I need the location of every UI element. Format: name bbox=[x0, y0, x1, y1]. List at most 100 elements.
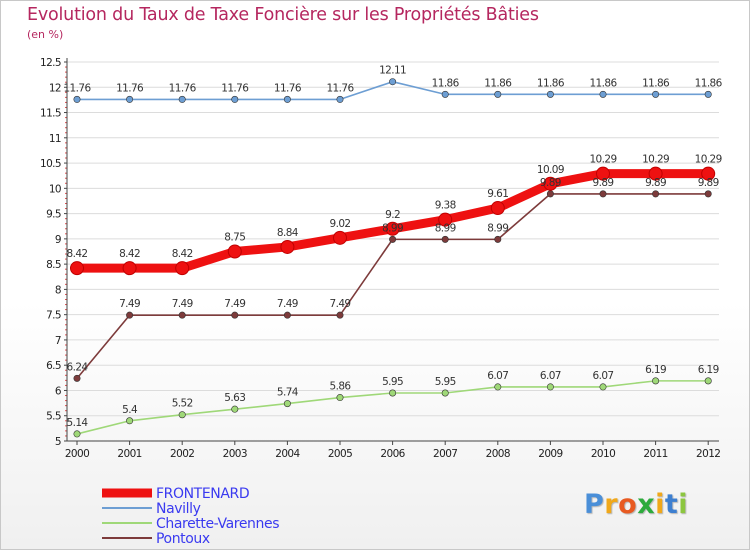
chart-subtitle: (en %) bbox=[27, 28, 64, 41]
legend-label: Navilly bbox=[156, 501, 201, 517]
data-label: 8.99 bbox=[487, 222, 508, 234]
data-point bbox=[438, 212, 453, 227]
data-label: 5.95 bbox=[382, 376, 403, 388]
data-point bbox=[648, 166, 663, 181]
data-point bbox=[231, 311, 239, 319]
y-tick-label: 10 bbox=[49, 183, 61, 195]
data-point bbox=[280, 239, 295, 254]
y-tick-label: 7 bbox=[55, 335, 61, 347]
data-point bbox=[441, 235, 449, 243]
x-tick-label: 2000 bbox=[65, 448, 89, 460]
data-point bbox=[704, 190, 712, 198]
data-point bbox=[336, 394, 344, 402]
data-point bbox=[126, 417, 134, 425]
data-label: 5.74 bbox=[277, 387, 299, 399]
legend-label: Pontoux bbox=[156, 531, 210, 547]
data-label: 6.07 bbox=[540, 370, 561, 382]
logo-letter: P bbox=[584, 489, 605, 520]
data-label: 5.52 bbox=[172, 398, 193, 410]
data-label: 9.89 bbox=[593, 177, 614, 189]
x-tick-label: 2003 bbox=[223, 448, 247, 460]
data-point bbox=[652, 90, 660, 98]
data-label: 5.4 bbox=[122, 404, 138, 416]
data-label: 9.89 bbox=[698, 177, 719, 189]
data-label: 5.14 bbox=[67, 417, 89, 429]
data-point bbox=[70, 261, 84, 276]
data-point bbox=[122, 261, 137, 276]
data-point bbox=[494, 90, 502, 98]
data-label: 11.86 bbox=[695, 77, 723, 89]
data-label: 5.86 bbox=[330, 381, 352, 393]
x-tick-label: 2002 bbox=[170, 448, 194, 460]
x-tick-label: 2001 bbox=[117, 448, 141, 460]
x-tick-label: 2009 bbox=[538, 448, 562, 460]
data-label: 7.49 bbox=[277, 298, 298, 310]
data-label: 6.19 bbox=[645, 364, 666, 376]
data-point bbox=[231, 95, 239, 103]
data-point bbox=[126, 311, 134, 319]
data-label: 11.86 bbox=[432, 77, 460, 89]
data-label: 5.63 bbox=[224, 392, 245, 404]
y-tick-label: 12 bbox=[49, 82, 61, 94]
data-point bbox=[599, 383, 607, 391]
y-tick-label: 5 bbox=[55, 436, 61, 448]
x-tick-label: 2010 bbox=[591, 448, 615, 460]
logo-letter: r bbox=[604, 489, 619, 520]
x-tick-label: 2006 bbox=[380, 448, 405, 460]
data-point bbox=[178, 311, 186, 319]
y-tick-label: 9.5 bbox=[46, 209, 61, 221]
x-tick-label: 2005 bbox=[328, 448, 352, 460]
data-point bbox=[704, 377, 712, 385]
data-label: 8.42 bbox=[67, 248, 88, 260]
data-point bbox=[283, 95, 291, 103]
data-point bbox=[596, 166, 610, 181]
data-label: 12.11 bbox=[379, 65, 406, 77]
y-tick-label: 7.5 bbox=[46, 310, 61, 322]
data-point bbox=[73, 374, 81, 382]
data-point bbox=[178, 95, 186, 103]
data-point bbox=[546, 190, 554, 198]
data-label: 10.09 bbox=[537, 164, 564, 176]
data-label: 10.29 bbox=[642, 154, 669, 166]
data-point bbox=[652, 190, 660, 198]
legend-label: FRONTENARD bbox=[156, 486, 249, 502]
x-tick-label: 2008 bbox=[486, 448, 510, 460]
proxiti-logo: Proxiti bbox=[584, 489, 688, 520]
data-label: 8.99 bbox=[435, 222, 456, 234]
data-point bbox=[336, 311, 344, 319]
data-point bbox=[175, 261, 190, 276]
data-point bbox=[652, 377, 660, 385]
data-label: 9.38 bbox=[435, 200, 456, 212]
logo-letter: o bbox=[618, 489, 638, 520]
data-point bbox=[126, 95, 134, 103]
data-label: 11.86 bbox=[537, 77, 565, 89]
data-label: 9.02 bbox=[330, 218, 351, 230]
data-label: 6.19 bbox=[698, 364, 719, 376]
data-label: 7.49 bbox=[172, 298, 193, 310]
data-point bbox=[73, 430, 81, 438]
data-label: 11.86 bbox=[642, 77, 670, 89]
data-point bbox=[704, 90, 712, 98]
chart-title: Evolution du Taux de Taxe Foncière sur l… bbox=[27, 5, 539, 25]
legend-label: Charette-Varennes bbox=[156, 516, 279, 532]
y-tick-label: 12.5 bbox=[40, 57, 61, 69]
data-point bbox=[227, 244, 242, 259]
y-tick-label: 9 bbox=[55, 234, 61, 246]
logo-letter: t bbox=[664, 489, 679, 520]
data-point bbox=[385, 221, 400, 236]
data-point bbox=[494, 235, 502, 243]
data-point bbox=[389, 389, 397, 397]
data-point bbox=[441, 90, 449, 98]
data-point bbox=[599, 90, 607, 98]
data-label: 9.89 bbox=[645, 177, 666, 189]
y-tick-label: 11 bbox=[49, 133, 61, 145]
data-point bbox=[389, 78, 397, 86]
data-label: 11.76 bbox=[63, 82, 91, 94]
data-label: 11.76 bbox=[326, 82, 354, 94]
data-point bbox=[283, 311, 291, 319]
logo-letter: i bbox=[678, 489, 689, 520]
data-label: 11.76 bbox=[274, 82, 302, 94]
data-point bbox=[494, 383, 502, 391]
